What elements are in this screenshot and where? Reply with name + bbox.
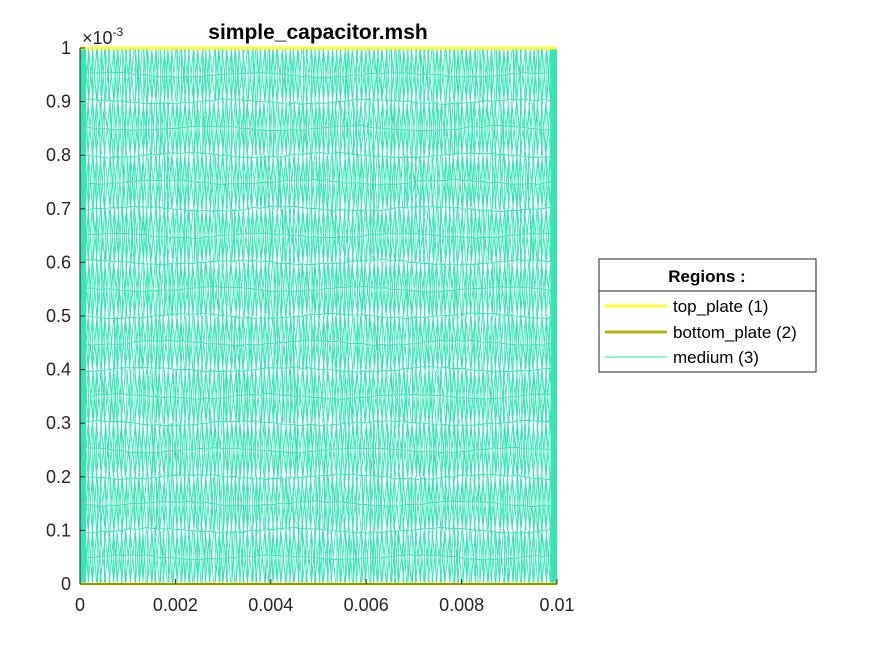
- y-tick-label: 0.1: [46, 520, 71, 540]
- y-exponent-base: ×10: [82, 28, 113, 48]
- legend-box: [598, 258, 817, 373]
- y-tick-label: 0.5: [46, 306, 71, 326]
- legend-title: Regions :: [668, 267, 745, 286]
- y-tick-label: 0.2: [46, 467, 71, 487]
- y-tick-label: 0.3: [46, 413, 71, 433]
- x-tick-label: 0: [75, 595, 85, 615]
- x-axis-ticks: 0 0.002 0.004 0.006 0.008 0.01: [75, 579, 575, 615]
- x-tick-label: 0.008: [439, 595, 484, 615]
- mesh-right-dense: [551, 48, 557, 584]
- y-tick-label: 0.9: [46, 92, 71, 112]
- legend: Regions : top_plate (1) bottom_plate (2)…: [598, 258, 817, 373]
- x-tick-label: 0.006: [344, 595, 389, 615]
- legend-label-top-plate: top_plate (1): [673, 297, 768, 316]
- x-tick-label: 0.004: [248, 595, 293, 615]
- y-exponent-label: ×10-3: [82, 25, 124, 48]
- chart-title: simple_capacitor.msh: [208, 21, 427, 44]
- legend-label-bottom-plate: bottom_plate (2): [673, 323, 797, 342]
- legend-label-medium: medium (3): [673, 348, 759, 367]
- y-exponent-power: -3: [113, 25, 124, 39]
- x-tick-label: 0.002: [153, 595, 198, 615]
- y-tick-label: 0.4: [46, 360, 71, 380]
- y-tick-label: 0.7: [46, 199, 71, 219]
- y-tick-label: 0.6: [46, 252, 71, 272]
- mesh-diagonals: [80, 48, 557, 584]
- y-tick-label: 1: [61, 38, 71, 58]
- y-axis-ticks: 0 0.1 0.2 0.3 0.4 0.5 0.6 0.7 0.8 0.9 1: [46, 38, 85, 594]
- y-tick-label: 0: [61, 574, 71, 594]
- y-tick-label: 0.8: [46, 145, 71, 165]
- x-tick-label: 0.01: [539, 595, 574, 615]
- mesh-rows: [80, 71, 555, 561]
